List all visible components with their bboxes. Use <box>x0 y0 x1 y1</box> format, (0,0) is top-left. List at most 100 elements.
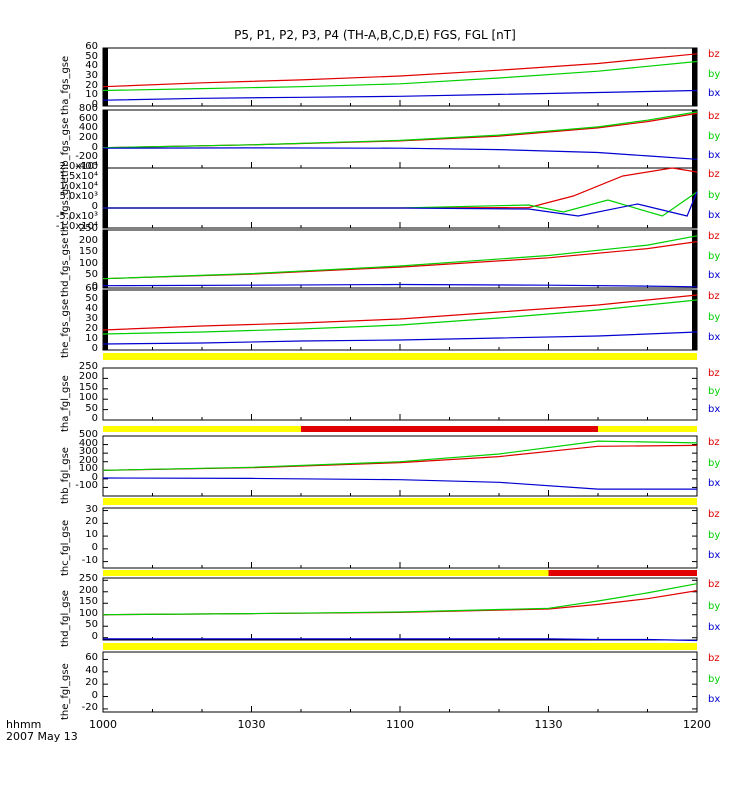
y-tick-label: -400 <box>75 161 98 172</box>
y-tick-label: 1.5x10⁴ <box>59 171 98 182</box>
panel-7 <box>102 435 698 497</box>
y-tick-label: 150 <box>78 596 98 608</box>
y-axis-label: tha_fgl_gse <box>60 375 71 432</box>
y-tick-label: 0 <box>91 281 98 292</box>
x-unit-label: hhmm <box>6 718 42 731</box>
y-tick-label: 0 <box>91 201 98 212</box>
y-tick-label: 20 <box>85 677 98 689</box>
chart-title: P5, P1, P2, P3, P4 (TH-A,B,C,D,E) FGS, F… <box>234 28 516 42</box>
y-axis-label: tha_fgs_gse <box>60 55 71 115</box>
panel-10 <box>102 651 698 713</box>
legend-bx: bx <box>708 332 721 343</box>
y-tick-label: 10 <box>85 529 98 541</box>
series-line-by <box>102 299 698 335</box>
y-tick-label: 0 <box>91 541 98 553</box>
y-tick-label: 20 <box>85 516 98 528</box>
y-tick-label: 0 <box>91 343 98 354</box>
y-tick-label: 200 <box>78 132 98 143</box>
y-tick-label: 20 <box>85 79 98 91</box>
panel-6 <box>102 367 698 421</box>
y-axis-label: thd_fgl_gse <box>60 590 71 647</box>
y-tick-label: 200 <box>78 584 98 596</box>
y-tick-label: 10 <box>85 333 98 344</box>
legend-bx: bx <box>708 88 721 100</box>
y-tick-label: 40 <box>85 664 98 676</box>
y-tick-label: -5.0x10³ <box>55 211 98 222</box>
legend-bx: bx <box>708 550 721 561</box>
y-axis-label: the_fgl_gse <box>60 663 71 720</box>
series-line-by <box>102 440 698 471</box>
right-edge-bar <box>692 230 697 288</box>
panel-9 <box>102 577 698 642</box>
status-bar-segment <box>301 426 598 432</box>
y-tick-label: 0 <box>91 141 98 153</box>
y-tick-label: 20 <box>85 323 98 334</box>
panel-2 <box>102 109 698 169</box>
legend-bx: bx <box>708 694 721 705</box>
series-line-bz <box>102 241 698 280</box>
y-tick-label: 400 <box>78 437 98 449</box>
status-bar-segment <box>548 570 697 576</box>
legend-bz: bz <box>708 437 720 449</box>
legend-by: by <box>708 130 721 142</box>
y-tick-label: 250 <box>78 361 98 372</box>
panel-frame <box>102 167 698 229</box>
legend-by: by <box>708 311 721 323</box>
y-tick-label: 50 <box>85 50 98 62</box>
y-tick-label: 60 <box>85 652 98 664</box>
legend-by: by <box>708 385 721 397</box>
y-tick-label: 0 <box>91 99 98 110</box>
status-bar-segment <box>103 643 697 650</box>
legend-by: by <box>708 529 721 541</box>
status-bar-segment <box>103 498 697 505</box>
y-tick-label: 100 <box>78 607 98 619</box>
y-axis-label: the_fgs_gse <box>60 298 71 358</box>
legend-by: by <box>708 457 721 469</box>
y-tick-label: 600 <box>78 112 98 124</box>
legend-bx: bx <box>708 210 721 221</box>
panel-frame <box>102 435 698 497</box>
panel-8 <box>102 507 698 569</box>
y-tick-label: 150 <box>78 381 98 393</box>
series-line-by <box>102 60 698 92</box>
y-axis-label: thc_fgl_gse <box>60 519 71 576</box>
legend-bx: bx <box>708 403 721 415</box>
y-tick-label: 800 <box>78 103 98 114</box>
x-tick-label: 1100 <box>386 718 414 731</box>
y-tick-label: 5.0x10³ <box>59 191 98 202</box>
x-tick-label: 1130 <box>534 718 563 731</box>
y-tick-label: 0 <box>91 413 98 424</box>
status-bar-segment <box>103 353 697 360</box>
y-tick-label: 250 <box>78 573 98 585</box>
y-tick-label: 50 <box>85 402 98 414</box>
legend-by: by <box>708 250 721 262</box>
series-line-bx <box>102 331 698 345</box>
series-line-bz <box>102 112 698 149</box>
series-line-bz <box>102 590 698 616</box>
panel-frame <box>102 651 698 713</box>
series-line-bx <box>103 638 698 642</box>
y-tick-label: 10 <box>85 89 98 101</box>
y-tick-label: 30 <box>85 313 98 324</box>
legend-bz: bz <box>708 368 720 380</box>
y-tick-label: 100 <box>78 257 98 269</box>
panel-frame <box>102 507 698 569</box>
x-tick-label: 1000 <box>89 718 117 731</box>
series-line-bx <box>102 89 698 101</box>
legend-bz: bz <box>708 48 720 60</box>
y-tick-label: 200 <box>78 454 98 466</box>
panel-frame <box>102 289 698 351</box>
y-tick-label: 200 <box>78 234 98 246</box>
series-line-bx <box>103 191 698 217</box>
legend-bz: bz <box>708 291 720 303</box>
series-line-bx <box>102 283 698 288</box>
x-tick-label: 1200 <box>683 718 711 731</box>
y-tick-label: 40 <box>85 60 98 72</box>
legend-by: by <box>708 68 721 80</box>
y-tick-label: 0 <box>91 471 98 483</box>
y-tick-label: 100 <box>78 463 98 475</box>
series-line-by <box>102 235 698 280</box>
y-tick-label: -100 <box>75 480 98 492</box>
series-line-by <box>102 583 698 616</box>
series-line-bx <box>102 477 697 490</box>
